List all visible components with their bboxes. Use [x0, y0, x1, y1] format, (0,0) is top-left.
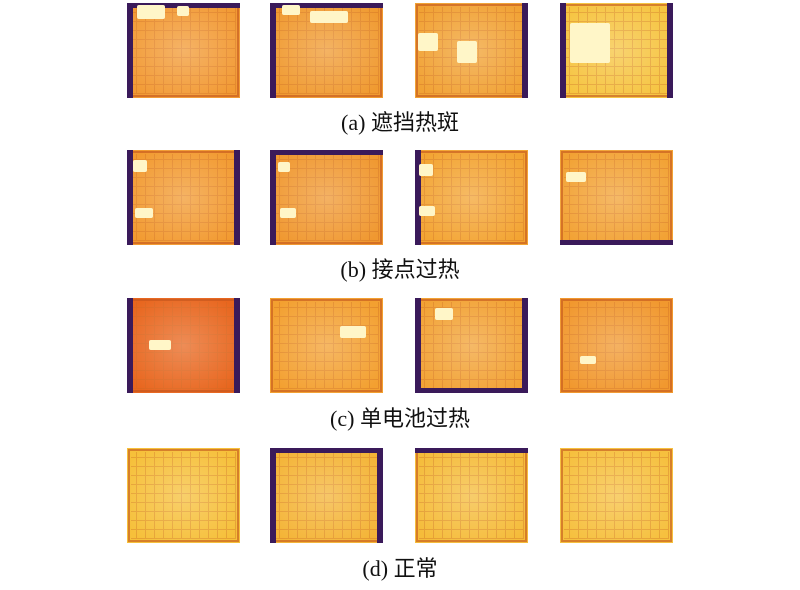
thermal-image: [415, 3, 528, 98]
thermal-image: [127, 298, 240, 393]
glow: [560, 298, 673, 393]
glow: [415, 298, 528, 393]
hotspot: [570, 23, 610, 63]
caption: (b) 接点过热: [340, 257, 459, 282]
dark-edge: [377, 448, 383, 543]
hotspot: [418, 33, 438, 51]
dark-edge: [270, 150, 276, 245]
thermal-image: [127, 3, 240, 98]
dark-edge: [270, 448, 276, 543]
dark-edge: [234, 298, 240, 393]
hotspot: [137, 5, 165, 19]
dark-edge: [415, 448, 528, 453]
thermal-image: [127, 448, 240, 543]
dark-edge: [560, 240, 673, 245]
hotspot: [457, 41, 477, 63]
hotspot: [580, 356, 596, 364]
glow: [415, 150, 528, 245]
hotspot: [177, 6, 189, 16]
hotspot: [340, 326, 366, 338]
hotspot: [278, 162, 290, 172]
thermal-image: [270, 3, 383, 98]
thermal-image: [127, 150, 240, 245]
thermal-image: [415, 448, 528, 543]
dark-edge: [667, 3, 673, 98]
glow: [560, 448, 673, 543]
hotspot: [149, 340, 171, 350]
thermal-image: [560, 3, 673, 98]
dark-edge: [127, 3, 133, 98]
thermal-image: [560, 150, 673, 245]
panel-border: [561, 449, 672, 542]
thermal-image: [415, 298, 528, 393]
dark-edge: [522, 3, 528, 98]
dark-edge: [270, 150, 383, 155]
hotspot: [135, 208, 153, 218]
caption: (a) 遮挡热斑: [341, 110, 459, 135]
hotspot: [419, 206, 435, 216]
hotspot: [435, 308, 453, 320]
hotspot: [282, 5, 300, 15]
panel-border: [561, 299, 672, 392]
dark-edge: [270, 448, 383, 453]
glow: [560, 150, 673, 245]
thermal-image: [560, 298, 673, 393]
panel-border: [128, 449, 239, 542]
thermal-image: [415, 150, 528, 245]
caption: (c) 单电池过热: [330, 406, 470, 431]
thermal-image: [560, 448, 673, 543]
glow: [270, 448, 383, 543]
dark-edge: [560, 3, 566, 98]
hotspot: [280, 208, 296, 218]
dark-edge: [270, 3, 276, 98]
glow: [127, 298, 240, 393]
dark-edge: [127, 150, 133, 245]
dark-edge: [270, 3, 383, 8]
glow: [415, 448, 528, 543]
dark-edge: [127, 298, 133, 393]
caption: (d) 正常: [362, 556, 437, 581]
hotspot: [310, 11, 348, 23]
hotspot: [566, 172, 586, 182]
dark-edge: [127, 3, 240, 8]
dark-edge: [415, 388, 528, 393]
thermal-image: [270, 448, 383, 543]
glow: [127, 448, 240, 543]
dark-edge: [234, 150, 240, 245]
hotspot: [133, 160, 147, 172]
glow: [270, 298, 383, 393]
dark-edge: [415, 150, 421, 245]
dark-edge: [415, 298, 421, 393]
panel-border: [271, 299, 382, 392]
thermal-image: [270, 150, 383, 245]
thermal-image: [270, 298, 383, 393]
hotspot: [419, 164, 433, 176]
dark-edge: [522, 298, 528, 393]
